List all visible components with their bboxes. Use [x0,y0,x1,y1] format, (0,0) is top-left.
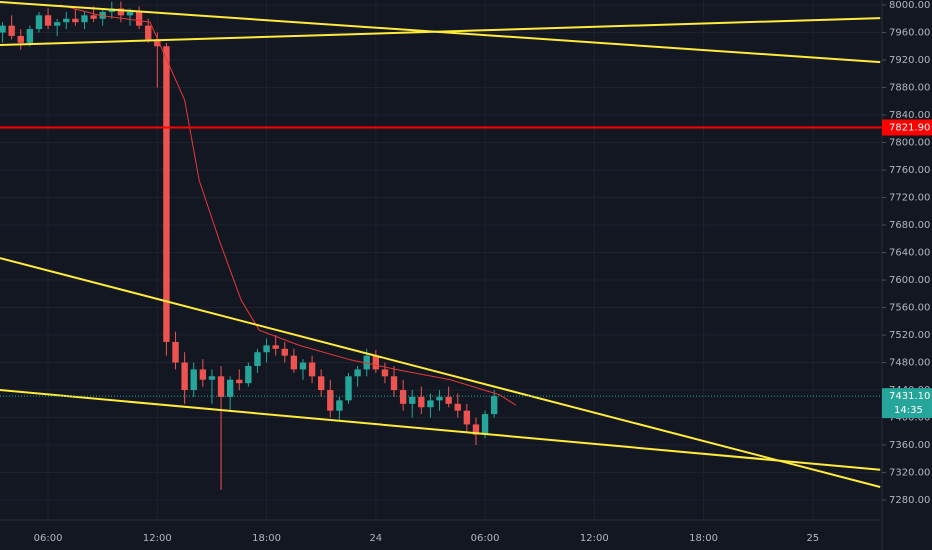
candle-body [445,396,452,404]
candle-body [217,376,225,397]
trendline [0,257,881,488]
y-tick-label: 7880.00 [889,83,930,94]
candle-body [226,379,234,397]
trendline [0,389,881,471]
candle-body [135,11,143,26]
candle-body [90,15,97,19]
candle-body [472,424,480,435]
candle-body [172,341,179,363]
candle-body [0,25,6,33]
x-tick-label: 18:00 [252,533,281,544]
candle-body [44,15,52,26]
candle-body [354,369,361,377]
candle-body [190,369,197,391]
candle-body [81,15,88,23]
candle-body [272,345,279,349]
y-tick-label: 7720.00 [889,193,930,204]
candle-body [372,355,380,370]
hline-label: 7821.90 [889,122,930,133]
trendline [0,0,881,64]
y-tick-label: 7320.00 [889,468,930,479]
candle-body [345,376,352,401]
last-price-label: 7431.10 [889,391,930,402]
candle-body [381,369,389,377]
candle-body [199,369,207,380]
candle-body [327,390,334,411]
candle-body [145,25,152,40]
candle-body [390,376,398,391]
candle-body [63,18,70,23]
candle-body [454,403,461,411]
x-tick-label: 12:00 [580,533,609,544]
candle-body [418,396,425,408]
candle-body [308,362,316,377]
candle-body [363,355,370,370]
y-tick-label: 7800.00 [889,138,930,149]
candle-body [299,362,307,370]
candle-body [436,396,443,401]
candle-body [336,400,343,411]
candle-body [126,11,134,16]
candle-body [254,352,261,366]
y-tick-label: 7680.00 [889,220,930,231]
hline-label-box [882,119,932,136]
candle-body [245,365,252,384]
candle-body [35,15,43,30]
y-tick-label: 7920.00 [889,55,930,66]
candle-body [263,345,270,353]
candle-body [8,25,15,36]
candle-body [236,379,243,384]
plot [0,0,882,490]
candle-body [290,355,298,370]
candle-body [163,46,170,342]
y-tick-label: 7280.00 [889,495,930,506]
y-tick-label: 7960.00 [889,28,930,39]
candle-body [154,39,161,47]
candle-body [490,396,498,415]
axes: 7280.007320.007360.007400.007440.007480.… [34,0,932,544]
candle-body [53,22,61,26]
candle-body [409,396,416,404]
y-tick-label: 7840.00 [889,110,930,121]
x-tick-label: 06:00 [34,533,63,544]
candle-body [208,376,216,380]
x-tick-label: 06:00 [471,533,500,544]
candle-body [72,18,79,23]
countdown-label: 14:35 [894,405,923,416]
candle-body [17,35,24,43]
x-tick-label: 25 [806,533,819,544]
y-tick-label: 7760.00 [889,165,930,176]
candle-body [181,362,188,391]
candle-body [26,29,34,43]
x-tick-label: 24 [369,533,382,544]
y-tick-label: 7520.00 [889,330,930,341]
candle-body [117,8,125,16]
candle-body [427,400,434,408]
candle-body [318,376,325,391]
x-tick-label: 12:00 [143,533,172,544]
candle-body [399,390,407,404]
candle-body [281,348,288,356]
y-tick-label: 7480.00 [889,358,930,369]
y-tick-label: 7360.00 [889,440,930,451]
candle-body [481,414,489,435]
y-tick-label: 7640.00 [889,248,930,259]
y-tick-label: 8000.00 [889,0,930,11]
moving-average [59,4,517,406]
candle-body [463,410,471,425]
y-tick-label: 7600.00 [889,275,930,286]
y-tick-label: 7560.00 [889,303,930,314]
x-tick-label: 18:00 [689,533,718,544]
last-price-box [882,388,932,419]
